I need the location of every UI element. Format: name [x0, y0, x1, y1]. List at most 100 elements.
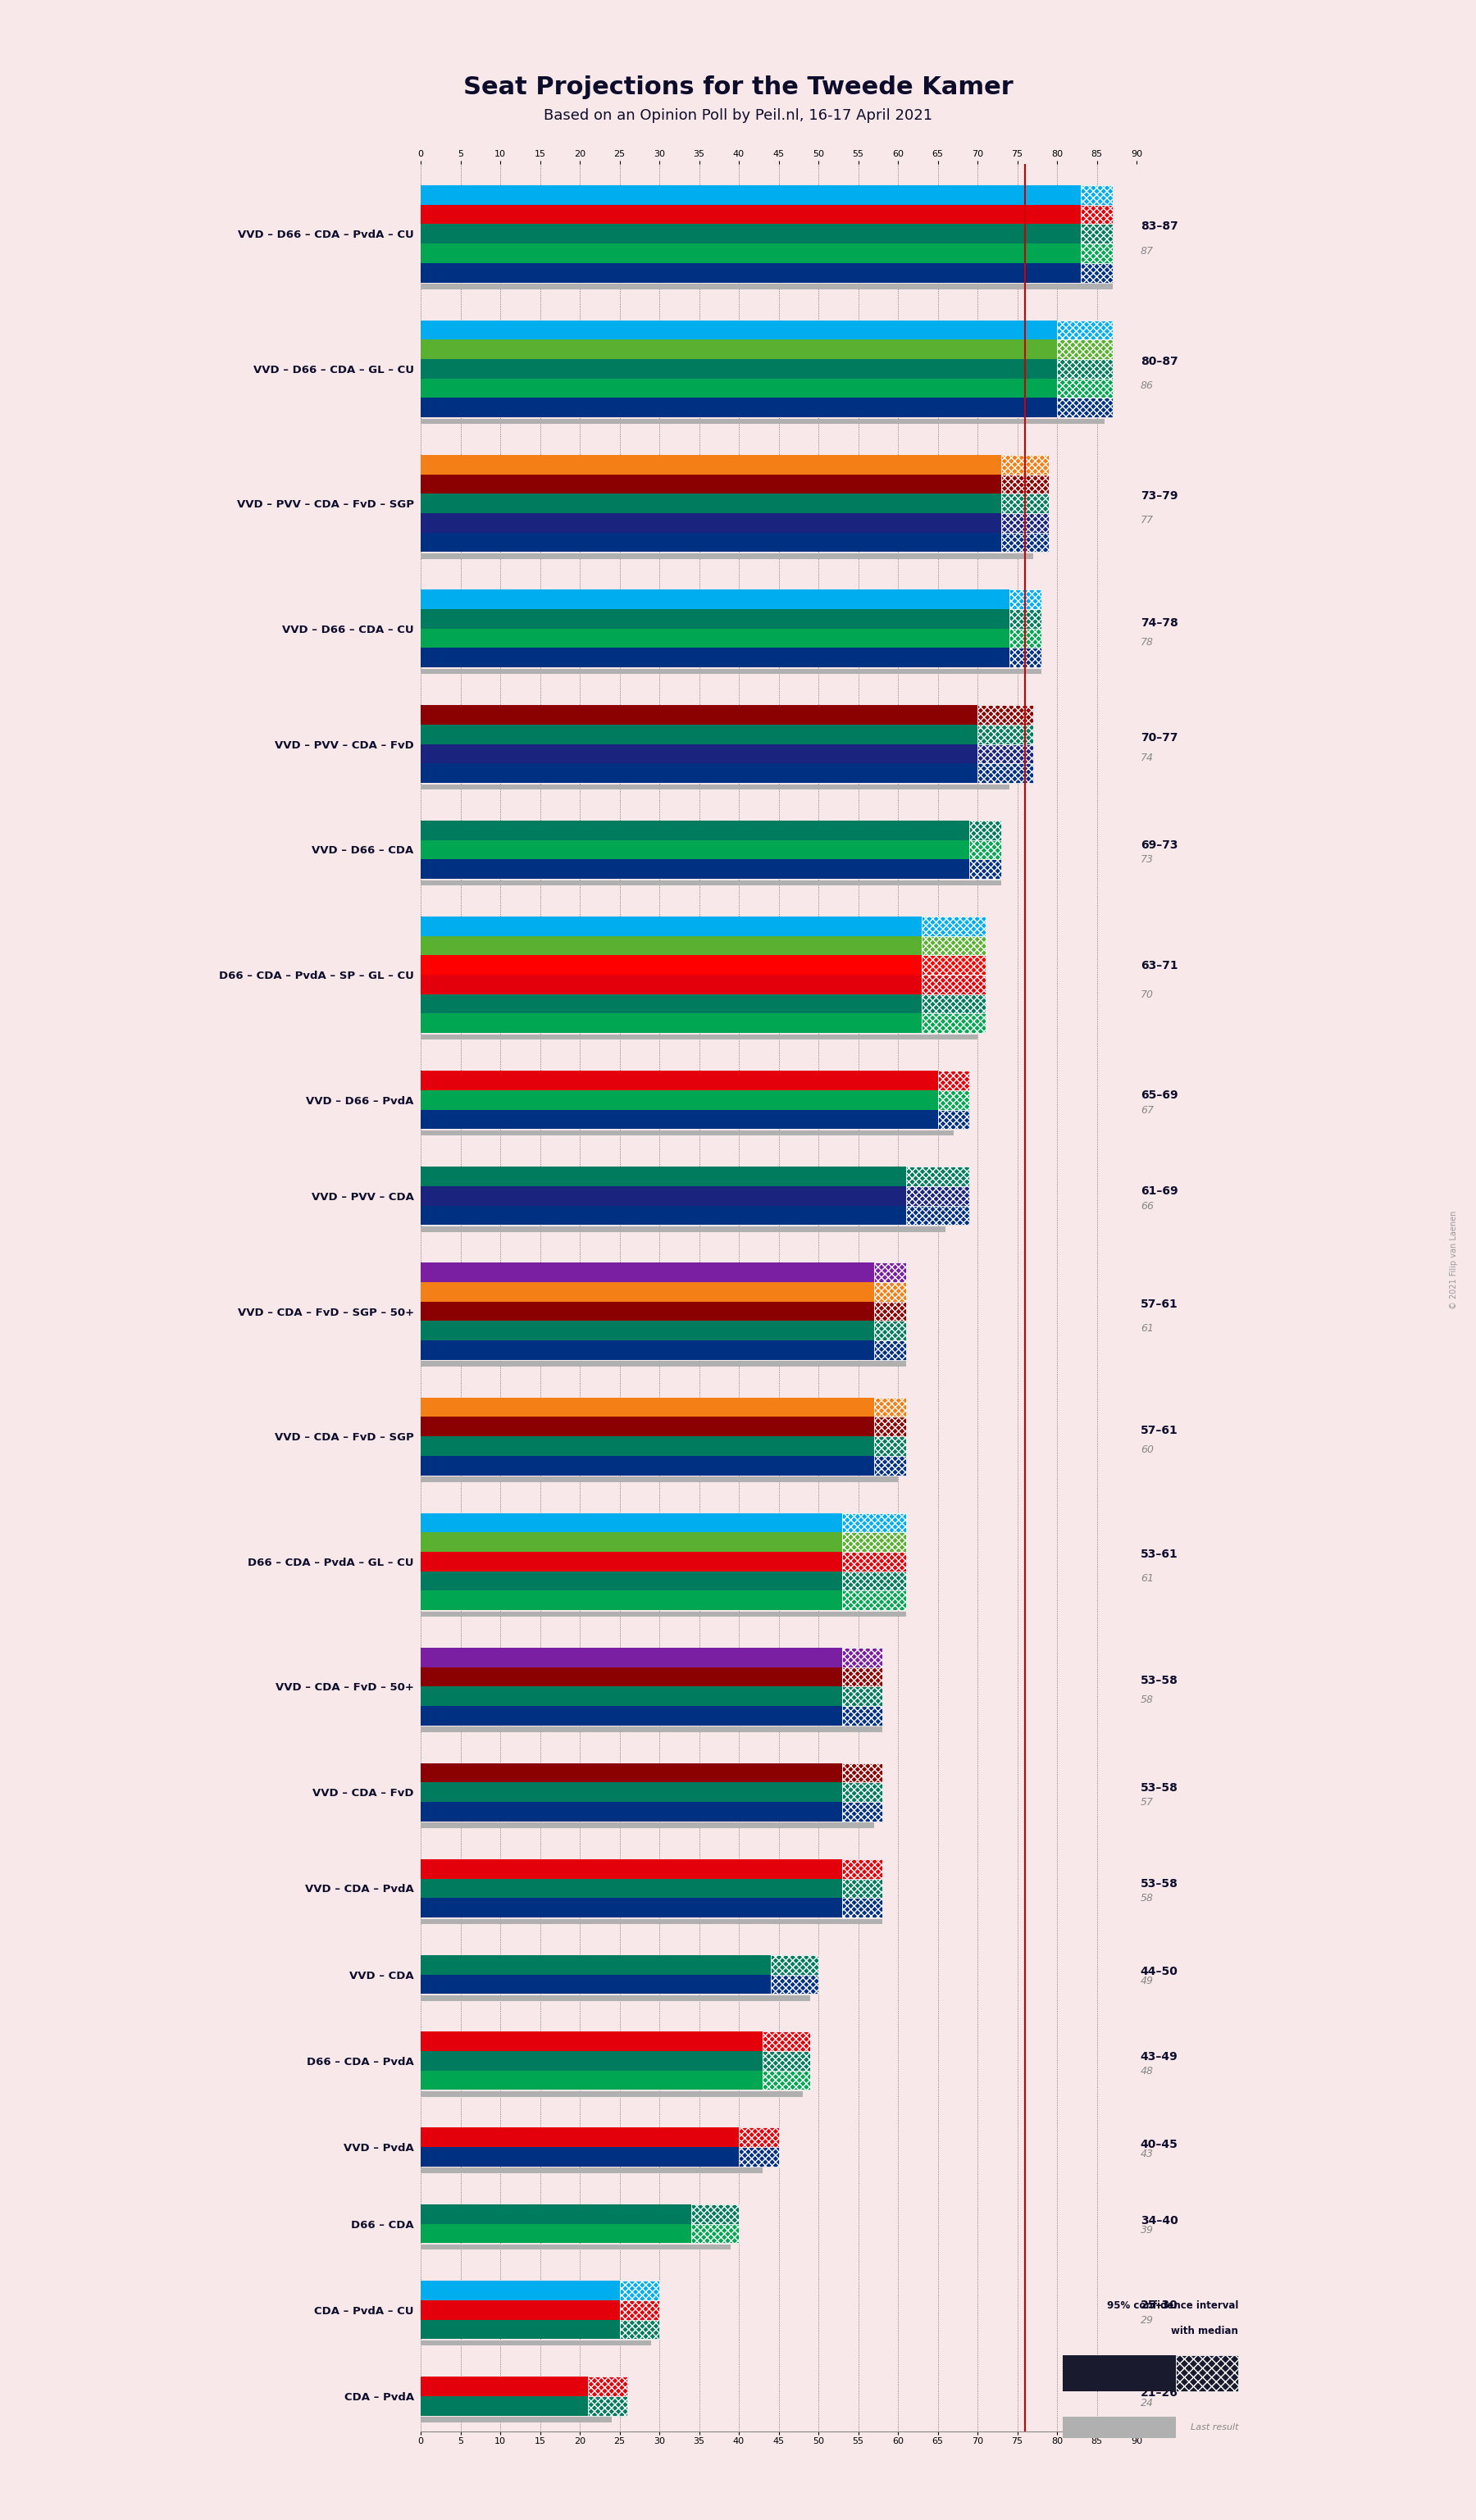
Bar: [921, 975, 986, 995]
Bar: [421, 1822, 874, 1827]
Text: 24: 24: [1141, 2397, 1154, 2409]
Bar: [421, 1570, 843, 1590]
Bar: [421, 1341, 874, 1361]
Bar: [421, 1956, 770, 1976]
Text: 58: 58: [1141, 1893, 1154, 1903]
Text: 61: 61: [1141, 1323, 1154, 1333]
Bar: [421, 285, 1113, 290]
Bar: [421, 2318, 620, 2339]
Text: 21–26: 21–26: [1141, 2386, 1178, 2399]
Bar: [421, 859, 970, 879]
Bar: [970, 859, 1001, 879]
Bar: [1010, 610, 1041, 627]
Text: 61–69: 61–69: [1141, 1187, 1178, 1197]
Bar: [906, 1167, 970, 1187]
Bar: [843, 1898, 883, 1918]
Bar: [1001, 474, 1049, 494]
Bar: [843, 1782, 883, 1802]
Text: 53–58: 53–58: [1141, 1877, 1178, 1890]
Text: 25–30: 25–30: [1141, 2301, 1178, 2311]
Bar: [874, 1436, 906, 1457]
Bar: [421, 784, 1010, 789]
Text: 34–40: 34–40: [1141, 2215, 1178, 2228]
Bar: [421, 764, 977, 784]
Bar: [843, 1512, 906, 1532]
Text: 66: 66: [1141, 1200, 1154, 1212]
Bar: [739, 2147, 779, 2167]
Text: 65–69: 65–69: [1141, 1089, 1178, 1101]
Bar: [421, 1918, 883, 1925]
Bar: [421, 1686, 843, 1706]
Bar: [421, 1300, 874, 1320]
Text: 69–73: 69–73: [1141, 839, 1178, 852]
Text: 60: 60: [1141, 1444, 1154, 1454]
Bar: [843, 1532, 906, 1552]
Bar: [874, 1263, 906, 1283]
Bar: [421, 514, 1001, 532]
Bar: [1057, 340, 1113, 358]
Bar: [421, 554, 1033, 559]
Bar: [421, 1320, 874, 1341]
Bar: [1080, 204, 1113, 224]
Bar: [620, 2281, 660, 2301]
Bar: [421, 2127, 739, 2147]
Bar: [1001, 532, 1049, 552]
Bar: [1057, 358, 1113, 378]
Bar: [421, 456, 1001, 474]
Bar: [906, 1187, 970, 1205]
Bar: [421, 1283, 874, 1300]
Bar: [937, 1109, 970, 1129]
Bar: [421, 532, 1001, 552]
Text: 70: 70: [1141, 990, 1154, 1000]
Bar: [843, 1648, 883, 1668]
Text: Based on an Opinion Poll by Peil.nl, 16-17 April 2021: Based on an Opinion Poll by Peil.nl, 16-…: [543, 108, 933, 123]
Bar: [421, 1877, 843, 1898]
Bar: [421, 204, 1080, 224]
Bar: [843, 1706, 883, 1726]
Bar: [739, 2127, 779, 2147]
Bar: [421, 995, 921, 1013]
Text: 73: 73: [1141, 854, 1154, 864]
Bar: [1001, 494, 1049, 514]
Bar: [421, 186, 1080, 204]
Bar: [421, 668, 1041, 675]
Text: Seat Projections for the Tweede Kamer: Seat Projections for the Tweede Kamer: [463, 76, 1013, 98]
Bar: [620, 2301, 660, 2318]
Bar: [843, 1668, 883, 1686]
Bar: [421, 398, 1057, 418]
Bar: [421, 1131, 953, 1137]
Text: 95% confidence interval: 95% confidence interval: [1107, 2301, 1238, 2311]
Bar: [421, 1399, 874, 1416]
Bar: [421, 1706, 843, 1726]
Text: 53–61: 53–61: [1141, 1547, 1178, 1560]
Bar: [421, 879, 1001, 885]
Bar: [421, 1205, 906, 1225]
Bar: [691, 2205, 739, 2223]
Bar: [874, 1341, 906, 1361]
Text: 67: 67: [1141, 1104, 1154, 1116]
Text: 70–77: 70–77: [1141, 733, 1178, 743]
Bar: [421, 1361, 906, 1366]
Bar: [763, 2031, 810, 2051]
Bar: [421, 1512, 843, 1532]
Bar: [421, 1764, 843, 1782]
Bar: [421, 975, 921, 995]
Bar: [421, 2281, 620, 2301]
Bar: [421, 1860, 843, 1877]
Bar: [421, 2205, 691, 2223]
Text: 83–87: 83–87: [1141, 222, 1178, 232]
Bar: [421, 1996, 810, 2001]
Bar: [421, 935, 921, 955]
Bar: [421, 2341, 651, 2346]
Bar: [874, 1416, 906, 1436]
Bar: [421, 224, 1080, 244]
Bar: [421, 1436, 874, 1457]
Bar: [421, 1109, 937, 1129]
Bar: [421, 1033, 977, 1041]
Text: 73–79: 73–79: [1141, 491, 1178, 501]
Text: 58: 58: [1141, 1696, 1154, 1706]
Bar: [421, 1976, 770, 1993]
Bar: [421, 2245, 731, 2250]
Bar: [421, 340, 1057, 358]
Bar: [421, 648, 1010, 668]
